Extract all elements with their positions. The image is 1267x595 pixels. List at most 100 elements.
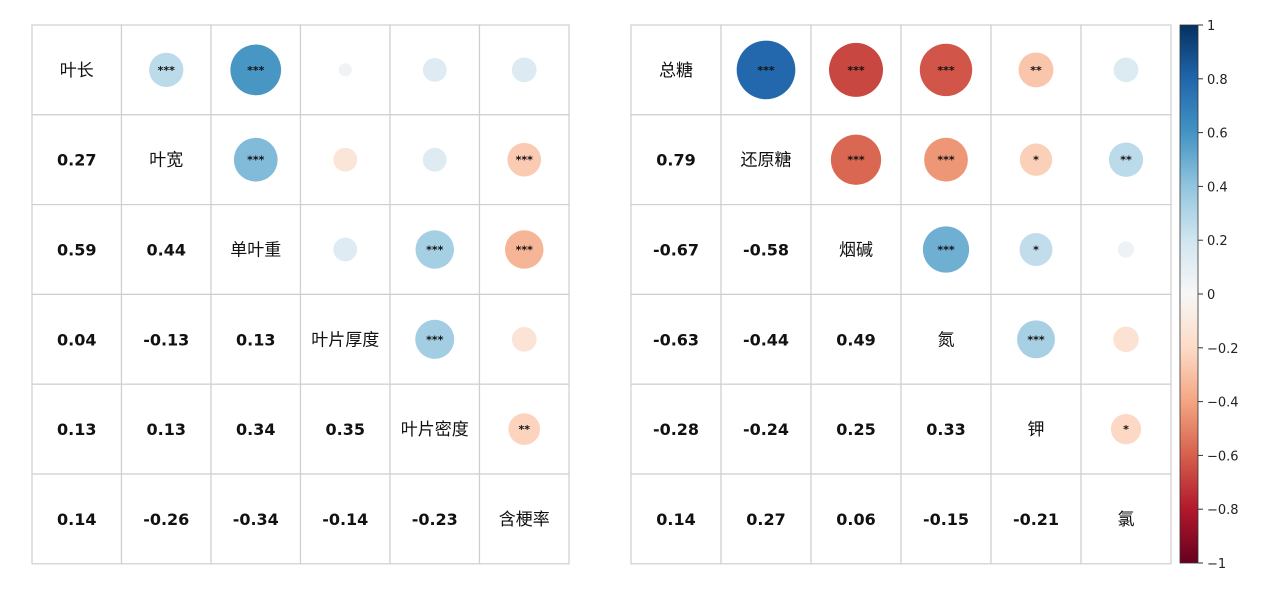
right-coefficient-label: 0.06	[836, 510, 875, 529]
right-variable-label: 氮	[938, 330, 955, 350]
right-significance-mark: ***	[1027, 333, 1045, 346]
right-significance-mark: **	[1030, 64, 1042, 77]
left-significance-mark: ***	[516, 154, 534, 167]
right-cell	[720, 114, 812, 206]
right-correlation-circle	[1117, 241, 1135, 258]
colorbar-tick-label: −0.6	[1207, 449, 1239, 464]
right-cell	[630, 24, 722, 116]
colorbar-tick-label: 0.4	[1207, 180, 1228, 195]
left-cell	[478, 473, 570, 565]
left-significance-mark: **	[518, 423, 530, 436]
left-correlation-circle	[415, 319, 455, 359]
right-correlation-circle	[1110, 413, 1142, 445]
right-correlation-circle	[1019, 143, 1053, 176]
left-significance-mark: ***	[247, 154, 265, 167]
right-coefficient-label: -0.24	[743, 420, 789, 439]
colorbar: 1 0.8 0.6 0.4 0.2 0 −0.2 −0.4 −0.6 −0.8 −1	[1179, 19, 1239, 572]
right-coefficient-label: -0.58	[743, 241, 789, 260]
left-cell	[120, 114, 212, 206]
left-correlation-circle	[511, 326, 537, 352]
left-cell	[299, 473, 391, 565]
left-correlation-circle	[338, 63, 352, 77]
colorbar-tick-label: −0.4	[1207, 396, 1239, 411]
right-cell	[720, 383, 812, 475]
right-cell	[990, 293, 1082, 385]
right-coefficient-label: 0.25	[836, 420, 875, 439]
right-variable-label: 钾	[1028, 420, 1045, 440]
right-significance-mark: ***	[847, 154, 865, 167]
left-correlation-circle	[233, 137, 278, 182]
right-coefficient-label: -0.44	[743, 330, 789, 349]
right-correlation-circle	[1108, 142, 1144, 177]
right-coefficient-label: 0.79	[656, 151, 695, 170]
right-correlation-circle	[736, 40, 796, 100]
right-coefficient-label: -0.21	[1013, 510, 1059, 529]
colorbar-tick-label: −0.2	[1207, 342, 1239, 357]
left-significance-mark: ***	[158, 64, 176, 77]
left-coefficient-label: 0.35	[326, 420, 365, 439]
right-coefficient-label: -0.28	[653, 420, 699, 439]
left-coefficient-label: -0.14	[322, 510, 368, 529]
right-significance-mark: *	[1033, 244, 1039, 257]
right-significance-mark: *	[1123, 423, 1129, 436]
left-correlation-circle	[505, 230, 544, 269]
left-correlation-circle	[508, 413, 541, 445]
left-cell	[31, 204, 123, 296]
left-significance-mark: ***	[426, 333, 444, 346]
right-cell	[810, 383, 902, 475]
left-cell	[210, 383, 302, 475]
left-variable-label: 含梗率	[499, 510, 550, 530]
left-coefficient-label: 0.44	[147, 241, 186, 260]
right-correlation-circle	[1018, 52, 1054, 88]
left-cell	[120, 293, 212, 385]
left-cell	[31, 473, 123, 565]
right-variable-label: 还原糖	[741, 151, 792, 171]
left-variable-label: 单叶重	[230, 241, 281, 261]
right-cell	[720, 293, 812, 385]
left-correlation-circle	[415, 230, 454, 269]
left-coefficient-label: 0.04	[57, 330, 96, 349]
right-significance-mark: ***	[757, 64, 775, 77]
colorbar-tick-label: 0.2	[1207, 234, 1228, 249]
right-coefficient-label: 0.14	[656, 510, 695, 529]
left-coefficient-label: 0.14	[57, 510, 96, 529]
colorbar-tick-label: 0	[1207, 288, 1215, 303]
left-cell	[299, 383, 391, 475]
right-cell	[900, 293, 992, 385]
left-coefficient-label: 0.34	[236, 420, 275, 439]
left-coefficient-label: 0.13	[57, 420, 96, 439]
right-coefficient-label: -0.63	[653, 330, 699, 349]
right-significance-mark: ***	[937, 64, 955, 77]
left-coefficient-label: -0.26	[143, 510, 189, 529]
right-cell	[630, 473, 722, 565]
left-coefficient-label: -0.13	[143, 330, 189, 349]
right-coefficient-label: -0.15	[923, 510, 969, 529]
right-cell	[720, 204, 812, 296]
left-cell	[389, 383, 481, 475]
right-cell	[720, 473, 812, 565]
left-correlation-circle	[230, 44, 282, 96]
right-cell	[630, 204, 722, 296]
left-correlation-circle	[422, 147, 447, 172]
colorbar-tick-label: 1	[1207, 19, 1215, 34]
left-significance-mark: ***	[426, 244, 444, 257]
colorbar-ticks: 1 0.8 0.6 0.4 0.2 0 −0.2 −0.4 −0.6 −0.8 −1	[1198, 19, 1239, 572]
right-correlation-circle	[828, 42, 884, 97]
left-correlation-circle	[333, 147, 358, 172]
left-correlation-circle	[507, 142, 542, 177]
right-cell	[900, 383, 992, 475]
right-correlation-circle	[1113, 326, 1139, 353]
colorbar-tick-label: −0.8	[1207, 503, 1239, 518]
left-variable-label: 叶片厚度	[311, 330, 379, 350]
right-correlation-circle	[1113, 57, 1139, 83]
left-correlation-circle	[422, 58, 447, 82]
right-variable-label: 氯	[1118, 510, 1135, 530]
left-cell	[389, 473, 481, 565]
right-significance-mark: ***	[937, 244, 955, 257]
left-cell	[120, 204, 212, 296]
right-correlation-circle	[830, 134, 882, 185]
right-significance-mark: *	[1033, 154, 1039, 167]
left-correlation-circle	[149, 52, 184, 88]
right-cell	[900, 473, 992, 565]
